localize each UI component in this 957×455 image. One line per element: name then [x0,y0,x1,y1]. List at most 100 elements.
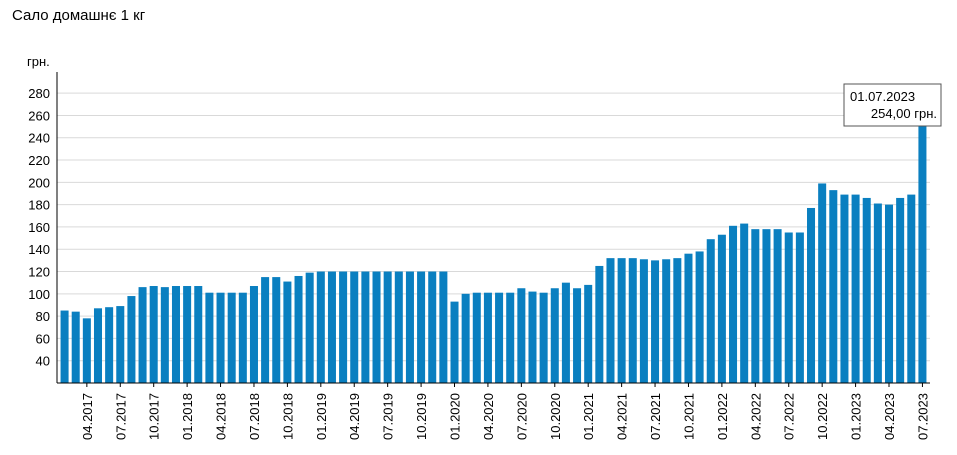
bar-07.2021[interactable] [651,260,660,383]
bar-04.2017[interactable] [82,318,91,383]
bar-12.2021[interactable] [706,239,715,383]
bar-02.2022[interactable] [729,225,738,383]
x-tick-label: 04.2021 [615,393,630,440]
bar-03.2021[interactable] [606,258,615,383]
bar-07.2023[interactable] [918,122,927,383]
bar-12.2018[interactable] [305,272,314,383]
x-tick-label: 04.2022 [748,393,763,440]
y-tick-label: 260 [28,108,50,123]
bar-08.2017[interactable] [127,296,136,383]
bar-09.2019[interactable] [405,271,414,383]
bar-07.2019[interactable] [383,271,392,383]
x-tick-label: 01.2018 [180,393,195,440]
tooltip-value: 254,00 грн. [871,106,937,121]
bar-05.2021[interactable] [628,258,637,383]
x-tick-label: 07.2023 [915,393,930,440]
bar-11.2020[interactable] [561,282,570,383]
bar-10.2022[interactable] [818,183,827,383]
bar-08.2018[interactable] [261,277,270,383]
x-tick-label: 04.2020 [481,393,496,440]
bar-07.2022[interactable] [784,232,793,384]
x-tick-label: 01.2021 [581,393,596,440]
bar-10.2021[interactable] [684,253,693,383]
bar-04.2022[interactable] [751,229,760,383]
bar-09.2021[interactable] [673,258,682,383]
x-tick-label: 07.2021 [648,393,663,440]
bar-08.2019[interactable] [394,271,403,383]
bar-09.2017[interactable] [138,287,147,383]
bar-05.2023[interactable] [896,197,905,383]
x-tick-label: 10.2020 [548,393,563,440]
bar-07.2018[interactable] [249,286,258,383]
bar-09.2020[interactable] [539,292,548,383]
bar-02.2018[interactable] [194,286,203,383]
y-tick-label: 40 [36,354,50,369]
x-tick-label: 07.2019 [381,393,396,440]
bar-02.2021[interactable] [595,265,604,383]
bar-08.2022[interactable] [795,232,804,384]
bar-06.2018[interactable] [238,292,247,383]
x-tick-label: 04.2017 [80,393,95,440]
bar-06.2021[interactable] [639,259,648,383]
bar-12.2017[interactable] [171,286,180,383]
bar-10.2020[interactable] [550,288,559,383]
bar-04.2023[interactable] [884,204,894,383]
bar-01.2018[interactable] [183,286,192,383]
tooltip: 01.07.2023 254,00 грн. [843,83,942,127]
bar-02.2019[interactable] [327,271,336,383]
bar-12.2020[interactable] [573,288,582,383]
bar-09.2018[interactable] [272,277,281,383]
bar-01.2021[interactable] [584,284,593,383]
bar-01.2020[interactable] [450,301,459,383]
bar-06.2022[interactable] [773,229,782,383]
bar-10.2018[interactable] [283,281,292,383]
bar-11.2019[interactable] [428,271,437,383]
bar-08.2021[interactable] [662,259,671,383]
bar-03.2019[interactable] [339,271,348,383]
bar-11.2022[interactable] [829,190,838,383]
bar-03.2018[interactable] [205,292,214,383]
y-tick-label: 140 [28,242,50,257]
bar-05.2017[interactable] [93,308,103,383]
bar-02.2023[interactable] [862,197,871,383]
bar-05.2018[interactable] [227,292,236,383]
bar-11.2021[interactable] [695,251,704,383]
bar-05.2022[interactable] [762,229,771,383]
bar-01.2019[interactable] [316,271,325,383]
bar-05.2019[interactable] [361,271,370,383]
bar-08.2020[interactable] [528,291,537,383]
bar-06.2019[interactable] [372,271,381,383]
bar-11.2017[interactable] [160,287,169,383]
bar-04.2018[interactable] [216,292,225,383]
bar-03.2023[interactable] [873,203,882,383]
bar-04.2020[interactable] [483,292,492,383]
bar-10.2019[interactable] [417,271,426,383]
bar-01.2023[interactable] [851,194,860,383]
bar-03.2020[interactable] [472,292,481,383]
bar-09.2022[interactable] [807,207,816,383]
bar-10.2017[interactable] [149,286,158,383]
y-axis-unit-label: грн. [27,54,50,69]
y-tick-label: 160 [28,220,50,235]
bar-04.2021[interactable] [617,258,626,383]
bar-02.2020[interactable] [461,293,470,383]
bar-07.2017[interactable] [116,306,125,383]
bar-06.2020[interactable] [506,292,515,383]
x-tick-label: 01.2022 [715,393,730,440]
bar-12.2022[interactable] [840,194,849,383]
bar-01.2022[interactable] [717,234,726,383]
bar-05.2020[interactable] [495,292,504,383]
bar-04.2019[interactable] [350,271,359,383]
bar-06.2017[interactable] [105,307,114,383]
x-tick-label: 07.2020 [514,393,529,440]
x-tick-label: 01.2019 [314,393,329,440]
bar-02.2017[interactable] [60,310,69,383]
bar-03.2022[interactable] [740,223,749,383]
bar-11.2018[interactable] [294,275,303,383]
y-tick-label: 280 [28,86,50,101]
bar-03.2017[interactable] [71,311,80,383]
bar-12.2019[interactable] [439,271,448,383]
bar-07.2020[interactable] [517,288,526,383]
y-tick-labels: 40 60 80 100 120 140 160 180 200 220 240 260 280 [28,86,50,369]
bar-06.2023[interactable] [907,194,916,383]
